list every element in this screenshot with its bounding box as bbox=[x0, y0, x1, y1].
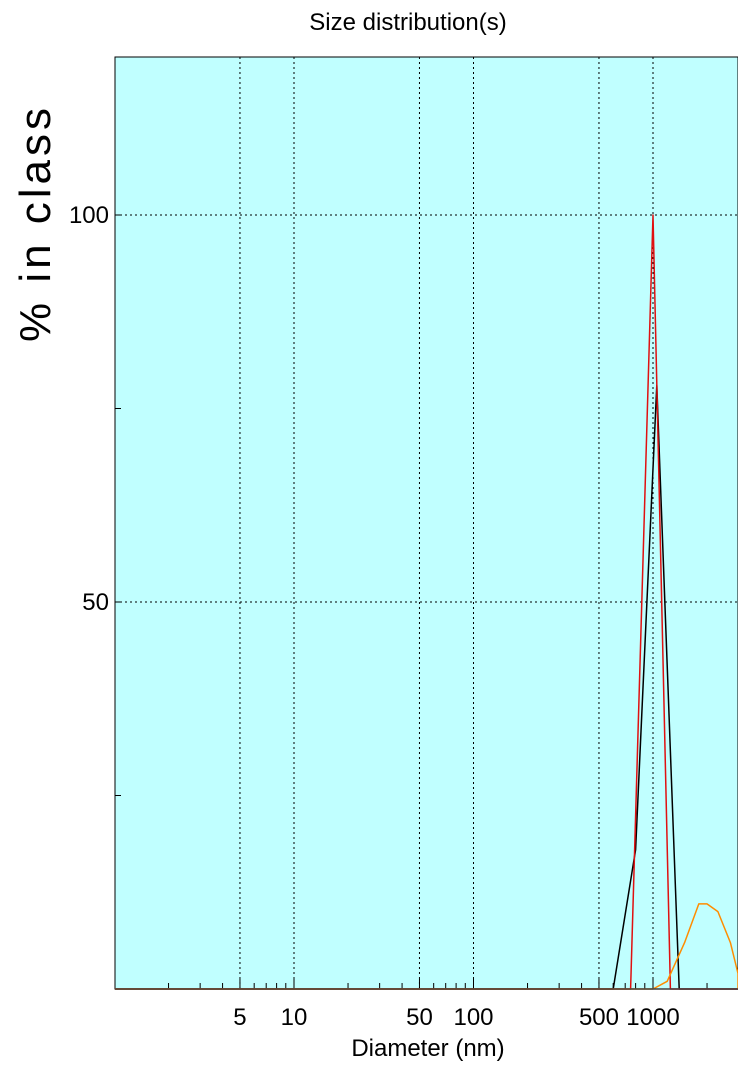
x-tick-label-1000: 1000 bbox=[626, 1004, 679, 1031]
x-tick-label-100: 100 bbox=[453, 1004, 493, 1031]
y-tick-label-50: 50 bbox=[82, 589, 109, 616]
x-tick-label-50: 50 bbox=[406, 1004, 433, 1031]
y-tick-label-100: 100 bbox=[69, 202, 109, 229]
y-tick-labels: 50 100 bbox=[69, 202, 109, 616]
chart-title: Size distribution(s) bbox=[309, 9, 506, 36]
minor-ticks bbox=[115, 214, 708, 989]
x-tick-label-10: 10 bbox=[281, 1004, 308, 1031]
x-tick-label-5: 5 bbox=[233, 1004, 246, 1031]
x-tick-label-500: 500 bbox=[579, 1004, 619, 1031]
series-line-3 bbox=[115, 903, 738, 990]
grid-lines bbox=[115, 57, 738, 989]
y-axis-label: % in class bbox=[11, 104, 60, 342]
plot-area bbox=[114, 56, 738, 990]
x-tick-labels: 5 10 50 100 500 1000 bbox=[233, 1004, 679, 1031]
x-axis-label: Diameter (nm) bbox=[351, 1035, 504, 1062]
